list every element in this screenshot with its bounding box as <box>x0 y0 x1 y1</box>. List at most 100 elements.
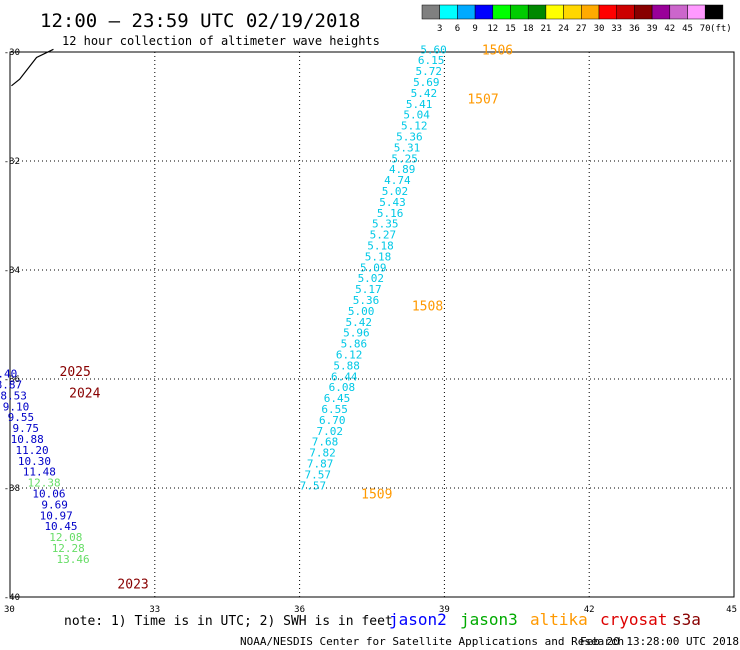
satellite-legend-s3a: s3a <box>672 610 701 629</box>
colorbar-label: 36 <box>629 24 640 34</box>
wave-height-value: 5.27 <box>370 229 397 242</box>
wave-height-value: 7.68 <box>312 436 339 449</box>
wave-height-value: 5.88 <box>333 359 360 372</box>
wave-height-value: 10.45 <box>44 520 77 533</box>
satellite-legend-cryosat: cryosat <box>600 610 667 629</box>
wave-height-value: 5.86 <box>341 338 368 351</box>
colorbar-unit: (ft) <box>710 24 732 34</box>
colorbar-swatch <box>634 4 653 20</box>
wave-height-value: 11.20 <box>15 444 48 457</box>
wave-height-value: 7.02 <box>317 425 344 438</box>
x-tick-label: 42 <box>584 605 595 615</box>
pass-labels: 1506 1507 1508 1509 2025 2024 2023 <box>60 43 514 592</box>
wave-height-value: 10.06 <box>32 487 65 500</box>
wave-height-value: 11.48 <box>23 466 56 479</box>
y-tick-label: -38 <box>4 484 20 494</box>
wave-height-value: 5.31 <box>394 141 421 154</box>
colorbar-swatch <box>651 4 671 20</box>
wave-height-value: 5.42 <box>411 87 438 100</box>
wave-height-value: 5.04 <box>403 109 430 122</box>
colorbar-label: 30 <box>594 24 605 34</box>
wave-height-value: 5.60 <box>420 43 447 56</box>
wave-height-value: 12.28 <box>52 542 85 555</box>
axis-ticks: 30 33 36 39 42 45 -30 -32 -34 -36 -38 -40 <box>4 48 737 615</box>
satellite-legend: jason2 jason3 altika cryosat s3a <box>389 610 701 629</box>
wave-height-value: 9.10 <box>3 400 30 413</box>
wave-height-value: 5.12 <box>401 120 428 133</box>
colorbar-swatch <box>545 4 564 20</box>
colorbar-swatch <box>669 4 688 20</box>
wave-height-value: 12.38 <box>28 477 61 490</box>
wave-height-value: 10.30 <box>18 455 51 468</box>
gridlines <box>10 52 734 597</box>
wave-height-value: 7.82 <box>309 447 336 460</box>
wave-height-value: 8.87 <box>0 378 22 391</box>
pass-number-label: 1506 <box>482 43 513 58</box>
colorbar-label: 6 <box>455 24 460 34</box>
wave-height-value: 4.74 <box>384 174 411 187</box>
wave-height-value: 6.55 <box>321 403 348 416</box>
x-tick-label: 33 <box>149 605 160 615</box>
wave-height-value: 5.42 <box>346 316 373 329</box>
wave-height-value: 5.41 <box>406 98 433 111</box>
colorbar-label: 24 <box>558 24 569 34</box>
wave-height-value: 5.72 <box>415 65 442 78</box>
wave-height-value: 5.16 <box>377 207 404 220</box>
coastline <box>11 48 54 87</box>
wave-height-value: 6.70 <box>319 414 346 427</box>
colorbar-label: 45 <box>682 24 693 34</box>
wave-height-value: 10.97 <box>40 509 73 522</box>
colorbar-swatch <box>581 4 600 20</box>
footer-timestamp: Feb 20 13:28:00 UTC 2018 <box>580 635 739 648</box>
colorbar-swatch <box>421 4 440 20</box>
wave-height-value: 5.36 <box>353 294 380 307</box>
wave-height-value: 5.02 <box>382 185 409 198</box>
wave-height-value: 4.89 <box>389 163 416 176</box>
y-tick-label: -40 <box>4 593 20 603</box>
note-text: note: 1) Time is in UTC; 2) SWH is in fe… <box>64 614 393 629</box>
wave-height-value: 5.18 <box>365 250 392 263</box>
wave-height-value: 5.09 <box>360 261 387 274</box>
colorbar-label: 33 <box>611 24 622 34</box>
wave-height-value: 5.69 <box>413 76 440 89</box>
wave-height-value: 5.17 <box>355 283 382 296</box>
wave-height-value: 5.18 <box>367 239 394 252</box>
colorbar-swatch <box>457 4 476 20</box>
wave-height-value: 6.45 <box>324 392 351 405</box>
colorbar-swatch <box>598 4 617 20</box>
pass-number-label: 2025 <box>60 365 91 380</box>
wave-height-value: 8.40 <box>0 368 17 381</box>
wave-height-value: 9.55 <box>8 411 35 424</box>
wave-height-value: 5.25 <box>391 152 418 165</box>
wave-height-value: 6.44 <box>331 370 358 383</box>
wave-height-value: 6.08 <box>329 381 356 394</box>
colorbar-label: 70 <box>700 24 711 34</box>
pass-number-label: 1509 <box>361 487 392 502</box>
colorbar-label: 27 <box>576 24 587 34</box>
wave-height-value: 5.02 <box>358 272 385 285</box>
satellite-legend-jason2: jason2 <box>389 610 447 629</box>
colorbar-swatch <box>474 4 494 20</box>
colorbar-label: 18 <box>523 24 534 34</box>
wave-height-value: 5.00 <box>348 305 375 318</box>
y-tick-label: -30 <box>4 48 20 58</box>
wave-height-value: 13.46 <box>57 553 90 566</box>
wave-height-value: 6.15 <box>418 54 445 67</box>
plot-frame <box>9 51 735 598</box>
colorbar-label: 3 <box>437 24 442 34</box>
wave-height-value: 12.08 <box>49 531 82 544</box>
pass-number-label: 2023 <box>117 577 148 592</box>
wave-height-value: 5.96 <box>343 327 370 340</box>
x-tick-label: 30 <box>4 605 15 615</box>
wave-height-value: 9.75 <box>12 422 39 435</box>
wave-height-value: 10.88 <box>11 433 44 446</box>
y-tick-label: -32 <box>4 157 20 167</box>
colorbar-swatch <box>527 4 547 20</box>
track-values: 5.606.155.725.695.425.415.045.125.365.31… <box>0 43 447 566</box>
y-tick-label: -34 <box>4 266 20 276</box>
wave-height-value: 5.35 <box>372 218 399 231</box>
pass-number-label: 1507 <box>467 92 498 107</box>
chart-subtitle: 12 hour collection of altimeter wave hei… <box>62 34 380 48</box>
x-tick-label: 36 <box>294 605 305 615</box>
colorbar-label: 39 <box>647 24 658 34</box>
